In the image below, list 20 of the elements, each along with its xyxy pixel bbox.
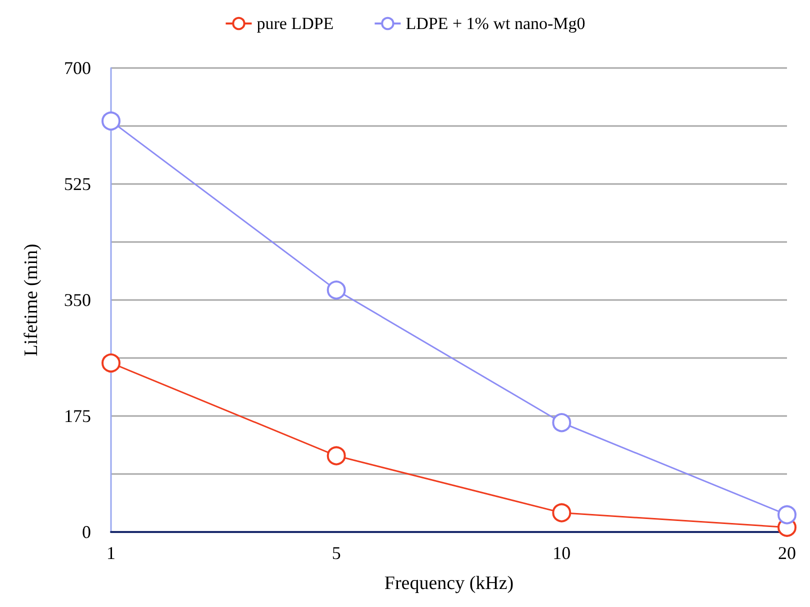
point xyxy=(102,353,120,372)
point xyxy=(552,503,572,522)
x-tick-label: 1 xyxy=(106,543,116,563)
y-tick-label: 350 xyxy=(64,290,91,310)
point xyxy=(102,112,120,131)
point xyxy=(326,446,346,466)
y-tick-label: 175 xyxy=(64,406,91,426)
point xyxy=(552,413,572,432)
x-tick-label: 10 xyxy=(552,543,571,563)
y-tick-label: 525 xyxy=(64,174,91,194)
point xyxy=(326,280,346,300)
point xyxy=(778,505,796,524)
y-tick-label: 0 xyxy=(82,522,91,542)
x-tick-label: 5 xyxy=(332,543,341,563)
y-axis-title: Lifetime (min) xyxy=(21,244,42,356)
y-tick-label: 700 xyxy=(64,58,91,78)
legend-label: pure LDPE xyxy=(256,14,334,33)
x-tick-label: 20 xyxy=(778,543,796,563)
x-axis-title: Frequency (kHz) xyxy=(384,573,514,594)
legend-label: LDPE + 1% wt nano-Mg0 xyxy=(406,14,586,33)
